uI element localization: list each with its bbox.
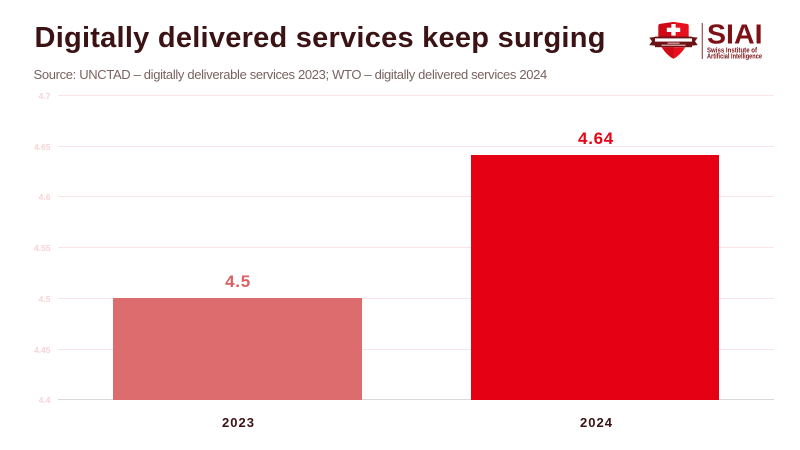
svg-text:SIAI: SIAI <box>707 19 763 50</box>
svg-text:Artificial Intelligence: Artificial Intelligence <box>707 54 762 61</box>
svg-text:Swiss Institute of: Swiss Institute of <box>707 47 758 54</box>
